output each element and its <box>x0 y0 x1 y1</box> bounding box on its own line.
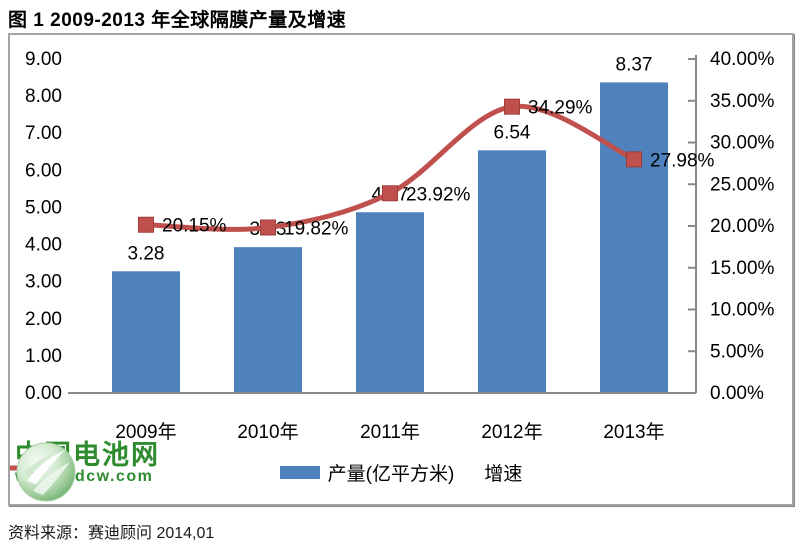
right-axis-tick-label: 30.00% <box>710 133 775 154</box>
left-axis-tick-label: 8.00 <box>25 86 62 107</box>
right-axis-tick-label: 5.00% <box>710 341 764 362</box>
growth-line <box>143 103 637 232</box>
x-axis-label: 2009年 <box>115 421 176 443</box>
left-axis-tick-label: 9.00 <box>25 49 62 70</box>
line-marker-2013年 <box>626 151 642 168</box>
legend-label: 产量(亿平方米) <box>327 464 455 485</box>
x-axis-label: 2013年 <box>603 421 664 443</box>
bar-2012年 <box>478 150 546 393</box>
legend-item-bar: 产量(亿平方米) <box>279 459 455 486</box>
source-note: 资料来源：赛迪顾问 2014,01 <box>8 525 215 542</box>
line-data-label: 19.82% <box>284 219 349 240</box>
combo-chart: 0.00 1.00 2.00 3.00 4.00 5.00 6.00 7.00 8.00 9.00… <box>25 49 775 443</box>
left-axis-tick-label: 1.00 <box>25 346 62 367</box>
legend-item-line: 增速 <box>10 459 523 486</box>
line-marker-2010年 <box>260 219 276 236</box>
right-axis-tick-label: 20.00% <box>710 216 775 237</box>
line-data-label: 20.15% <box>162 216 227 237</box>
x-axis-label: 2011年 <box>360 421 420 443</box>
left-axis-tick-label: 6.00 <box>25 160 62 181</box>
bar-2009年 <box>112 271 180 393</box>
figure-title: 图 1 2009-2013 年全球隔膜产量及增速 <box>8 10 347 31</box>
right-axis-tick-label: 25.00% <box>710 174 775 195</box>
bar-data-label: 8.37 <box>616 54 653 75</box>
bar-2013年 <box>600 82 668 393</box>
right-axis-tick-label: 10.00% <box>710 300 775 321</box>
right-axis-tick-label: 15.00% <box>710 258 775 279</box>
bar-data-label: 3.28 <box>128 243 165 264</box>
line-data-label: 23.92% <box>406 184 471 205</box>
left-axis-tick-label: 7.00 <box>25 123 62 144</box>
left-axis-tick-label: 4.00 <box>25 235 62 256</box>
left-axis-tick-label: 5.00 <box>25 197 62 218</box>
globe-icon <box>16 442 76 502</box>
line-marker-2011年 <box>382 185 398 202</box>
bar-2010年 <box>234 247 302 393</box>
legend-bar-swatch <box>279 466 320 479</box>
line-marker-2009年 <box>138 216 154 233</box>
left-axis-tick-label: 2.00 <box>25 309 62 330</box>
line-marker-2012年 <box>504 98 520 115</box>
chart-frame: 0.00 1.00 2.00 3.00 4.00 5.00 6.00 7.00 8.00 9.00… <box>8 33 794 506</box>
right-axis-tick-label: 0.00% <box>710 383 764 404</box>
line-data-label: 34.29% <box>528 98 593 119</box>
bar-2011年 <box>356 212 424 393</box>
left-axis-tick-label: 0.00 <box>25 383 62 404</box>
left-axis-tick-label: 3.00 <box>25 272 62 293</box>
right-axis-tick-label: 40.00% <box>710 49 775 70</box>
right-axis-tick-label: 35.00% <box>710 91 775 112</box>
x-axis-label: 2010年 <box>237 421 298 443</box>
bar-data-label: 6.54 <box>494 122 531 143</box>
legend-label: 增速 <box>484 464 523 485</box>
line-data-label: 27.98% <box>650 150 715 171</box>
x-axis-label: 2012年 <box>481 421 542 443</box>
watermark-logo: 中国电池网 www.itdcw.com <box>15 441 160 502</box>
